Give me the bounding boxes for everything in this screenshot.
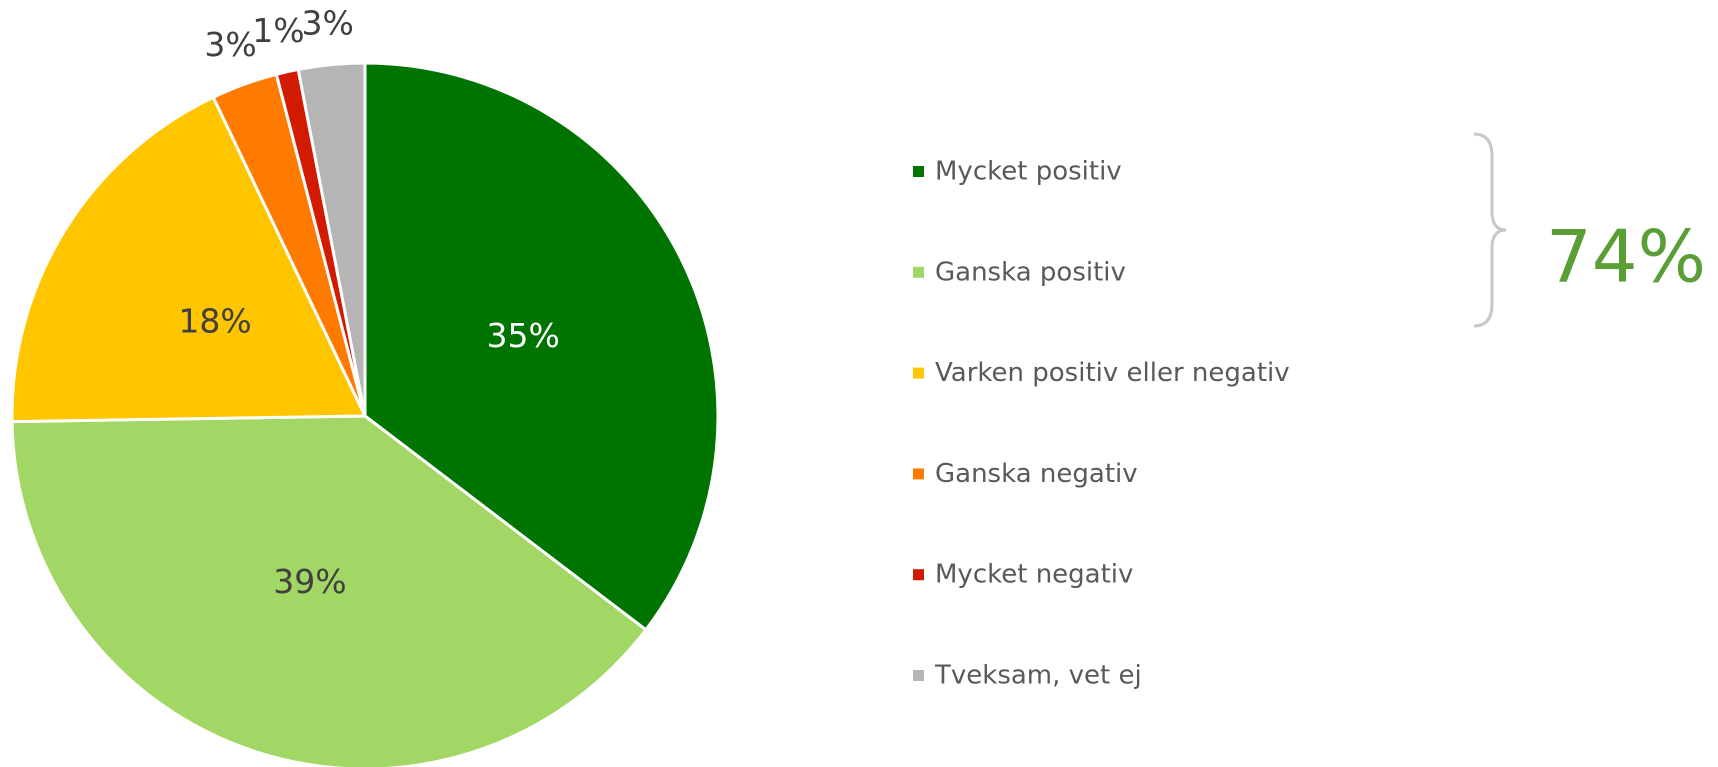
pie-slice (296, 61, 367, 418)
data-label: 39% (273, 562, 346, 601)
legend-swatch (913, 166, 924, 177)
data-label: 1% (252, 11, 304, 50)
bracket (1473, 132, 1507, 328)
legend-label: Ganska negativ (935, 459, 1138, 489)
legend-label: Tveksam, vet ej (934, 661, 1142, 691)
legend-label: Mycket negativ (935, 560, 1133, 590)
legend-swatch (913, 266, 924, 278)
pie-slice (10, 95, 367, 424)
legend-label: Varken positiv eller negativ (935, 358, 1290, 388)
annotation: 74% (1546, 215, 1706, 299)
data-label: 35% (486, 316, 559, 355)
legend-swatch (913, 670, 924, 681)
legend-swatch (913, 569, 924, 581)
legend-swatch (913, 367, 924, 379)
legend-label: Ganska positiv (935, 257, 1126, 287)
data-label: 3% (301, 3, 353, 42)
legend-swatch (913, 468, 924, 480)
legend-label: Mycket positiv (935, 157, 1122, 187)
pie-slice (363, 61, 720, 632)
data-label: 18% (178, 301, 251, 340)
pie-slice (10, 414, 648, 767)
data-label: 3% (204, 25, 256, 64)
